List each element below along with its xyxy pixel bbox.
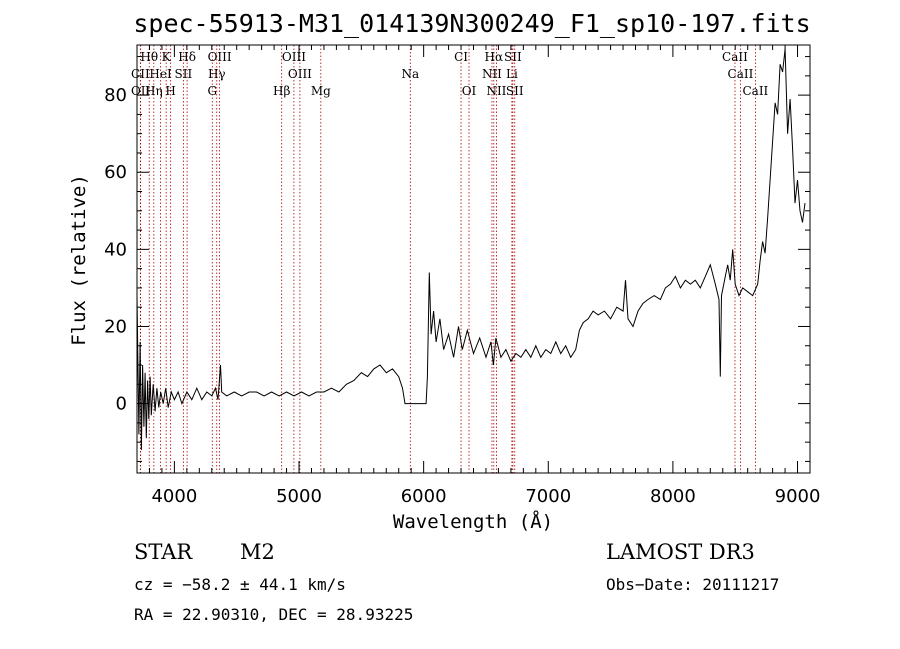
x-axis-label: Wavelength (Å) — [393, 510, 553, 533]
spectral-line-label: HeI — [149, 67, 172, 81]
spectral-line-label: CaII — [742, 84, 768, 98]
x-tick-label: 7000 — [525, 486, 571, 507]
coordinates: RA = 22.90310, DEC = 28.93225 — [134, 605, 413, 624]
spectral-line-label: Hη — [145, 84, 163, 98]
plot-frame — [136, 44, 811, 474]
spectral-line-label: OIII — [288, 67, 312, 81]
object-class: STAR — [134, 540, 193, 564]
spectral-line-label: SII — [504, 50, 522, 64]
spectral-line-label: SII — [175, 67, 193, 81]
spectral-line-label: Hγ — [208, 67, 226, 81]
spectral-line-label: OIII — [208, 50, 232, 64]
spectral-line-label: CaII — [722, 50, 748, 64]
object-subclass: M2 — [240, 540, 275, 564]
spectrum-series-line — [136, 48, 806, 450]
spectral-line-label: OI — [462, 84, 477, 98]
spectral-line-label: SII — [506, 84, 524, 98]
y-tick-label: 60 — [104, 162, 127, 183]
spectral-line-label: Li — [506, 67, 518, 81]
spectral-line-label: Mg — [311, 84, 331, 98]
x-tick-label: 9000 — [775, 486, 821, 507]
chart-title: spec-55913-M31_014139N300249_F1_sp10-197… — [133, 9, 810, 38]
spectral-line-label: H — [165, 84, 175, 98]
spectral-line-label: G — [207, 84, 217, 98]
spectral-line-label: Hα — [485, 50, 504, 64]
observation-date: Obs−Date: 20111217 — [606, 575, 779, 594]
spectral-line-markers — [139, 45, 756, 473]
y-tick-label: 80 — [104, 85, 127, 106]
spectral-line-label: OII — [131, 84, 151, 98]
redshift-velocity: cz = −58.2 ± 44.1 km/s — [134, 575, 346, 594]
y-axis-label: Flux (relative) — [68, 174, 90, 346]
x-tick-label: 5000 — [276, 486, 322, 507]
x-axis-ticks: 4000 5000 6000 7000 8000 9000 — [136, 45, 821, 507]
y-tick-label: 0 — [116, 394, 127, 415]
spectral-line-label: CII — [131, 67, 150, 81]
spectral-line-label: Na — [401, 67, 419, 81]
y-tick-label: 20 — [104, 316, 127, 337]
x-tick-label: 6000 — [401, 486, 447, 507]
spectral-line-label: CI — [454, 50, 468, 64]
spectral-line-label: Hδ — [178, 50, 196, 64]
spectral-line-label: CaII — [728, 67, 754, 81]
spectral-line-label: Hθ — [140, 50, 158, 64]
x-tick-label: 8000 — [650, 486, 696, 507]
y-tick-label: 40 — [104, 239, 127, 260]
x-tick-label: 4000 — [151, 486, 197, 507]
spectral-line-label: NII — [482, 67, 502, 81]
survey-name: LAMOST DR3 — [606, 540, 755, 564]
spectral-line-label: Hβ — [273, 84, 290, 98]
spectral-line-label: OIII — [282, 50, 306, 64]
spectral-line-label: K — [162, 50, 172, 64]
y-axis-ticks: 0 20 40 60 80 — [104, 56, 810, 462]
spectral-line-label: NII — [486, 84, 506, 98]
